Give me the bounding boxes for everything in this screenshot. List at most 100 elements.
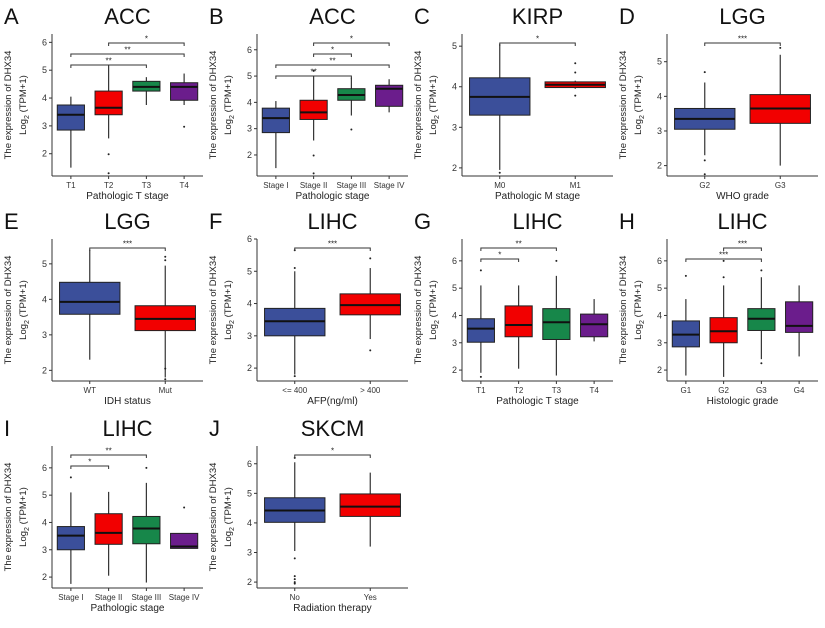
x-tick-label: <= 400: [282, 386, 307, 395]
y-tick-label: 6: [247, 459, 252, 469]
x-axis-label: Radiation therapy: [293, 603, 371, 614]
significance-label: *: [498, 251, 501, 260]
outlier-point: [479, 269, 482, 272]
panel-g: G LIHC 2 3 4 5 6 The expression of DHX34 Log2 (T…: [410, 205, 616, 415]
outlier-point: [479, 375, 482, 378]
y-tick-label: 5: [42, 259, 47, 269]
y-label-log: Log: [18, 531, 29, 547]
outlier-point: [293, 557, 296, 560]
panel-title: LGG: [104, 209, 150, 234]
y-axis-label-line1: The expression of DHX34: [618, 256, 629, 365]
y-label-subscript: 2: [24, 115, 31, 119]
significance-bracket: [89, 247, 166, 251]
box-purple: [170, 82, 199, 101]
y-label-subscript: 2: [639, 115, 646, 119]
y-axis-label-line2: Log2 (TPM+1): [633, 280, 646, 340]
box-red: [504, 305, 533, 338]
box-purple: [375, 84, 404, 107]
box-purple: [580, 313, 609, 338]
significance-label: ***: [738, 240, 747, 249]
y-tick-label: 5: [657, 57, 662, 67]
y-axis-label-line1: The expression of DHX34: [618, 51, 629, 160]
y-tick-label: 6: [452, 256, 457, 266]
outlier-point: [293, 581, 296, 584]
y-label-subscript: 2: [434, 115, 441, 119]
box-red: [339, 493, 401, 517]
x-tick-label: Mut: [159, 386, 173, 395]
y-label-log: Log: [18, 119, 29, 135]
y-tick-label: 2: [247, 150, 252, 160]
x-tick-label: Stage II: [300, 181, 328, 190]
significance-bracket: [294, 247, 371, 251]
outlier-point: [684, 274, 687, 277]
y-label-units: (TPM+1): [223, 75, 234, 115]
y-label-units: (TPM+1): [18, 280, 29, 320]
y-tick-label: 6: [42, 463, 47, 473]
y-tick-label: 2: [657, 365, 662, 375]
x-tick-label: Stage I: [263, 181, 288, 190]
x-tick-label: Stage IV: [374, 181, 405, 190]
panel-f: F LIHC 2 3 4 5 6 The expression of DHX34 Log2 (T…: [205, 205, 411, 415]
significance-label: **: [516, 240, 522, 249]
panel-letter: A: [4, 4, 19, 29]
x-axis-label: AFP(ng/ml): [307, 396, 358, 407]
outlier-point: [107, 172, 110, 175]
panel-letter: G: [414, 209, 431, 234]
x-axis-label: Pathologic stage: [296, 191, 370, 202]
outlier-point: [293, 575, 296, 578]
x-tick-label: T4: [179, 181, 189, 190]
panel-letter: D: [619, 4, 635, 29]
panel-letter: F: [209, 209, 222, 234]
y-tick-label: 3: [452, 338, 457, 348]
box-red: [709, 317, 738, 344]
panel-letter: E: [4, 209, 19, 234]
y-axis-label-line1: The expression of DHX34: [413, 51, 424, 160]
panel-letter: C: [414, 4, 430, 29]
x-tick-label: G3: [756, 386, 767, 395]
x-tick-label: T1: [66, 181, 76, 190]
x-tick-label: No: [290, 593, 301, 602]
box-red: [299, 99, 328, 120]
x-axis-label: Pathologic stage: [91, 603, 165, 614]
box-blue: [56, 526, 85, 551]
box-blue: [59, 281, 121, 315]
outlier-point: [312, 154, 315, 157]
outlier-point: [703, 159, 706, 162]
panel-title: LGG: [719, 4, 765, 29]
significance-bracket: [70, 64, 147, 68]
panel-a: A ACC 2 3 4 5 6 The expression of DHX34 Log2 (TP…: [0, 0, 206, 210]
outlier-point: [760, 269, 763, 272]
y-label-subscript: 2: [24, 320, 31, 324]
y-tick-label: 6: [247, 45, 252, 55]
outlier-point: [312, 69, 315, 72]
y-label-units: (TPM+1): [223, 487, 234, 527]
x-tick-label: T3: [552, 386, 562, 395]
x-axis-label: Pathologic M stage: [495, 191, 580, 202]
panel-title: LIHC: [307, 209, 357, 234]
panel-j: J SKCM 2 3 4 5 6 The expression of DHX34 Log2 (T…: [205, 412, 411, 622]
y-label-subscript: 2: [434, 320, 441, 324]
y-label-log: Log: [223, 324, 234, 340]
y-tick-label: 3: [657, 126, 662, 136]
significance-bracket: [480, 258, 520, 262]
panel-title: LIHC: [102, 416, 152, 441]
significance-label: *: [331, 46, 334, 55]
outlier-point: [722, 276, 725, 279]
box-purple: [785, 301, 814, 333]
y-axis-label-line2: Log2 (TPM+1): [223, 75, 236, 135]
outlier-point: [722, 259, 725, 262]
outlier-point: [574, 62, 577, 65]
x-tick-label: G4: [794, 386, 805, 395]
significance-label: **: [106, 447, 112, 456]
y-label-log: Log: [633, 119, 644, 135]
y-label-units: (TPM+1): [428, 75, 439, 115]
box-red: [94, 90, 123, 116]
significance-bracket: [499, 42, 576, 46]
significance-bracket: [70, 465, 110, 469]
y-tick-label: 5: [42, 490, 47, 500]
panel-letter: J: [209, 416, 220, 441]
